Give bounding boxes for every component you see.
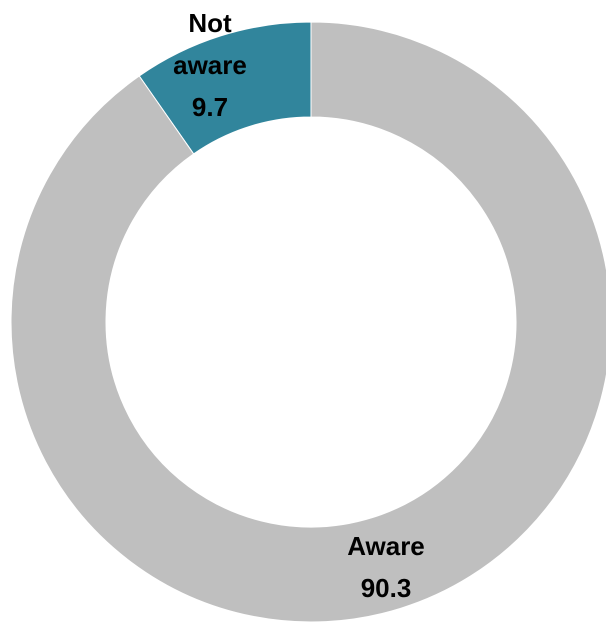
slice-aware [10,21,606,623]
data-label-category: Not [188,8,232,38]
data-label-category: Aware [347,531,425,561]
data-label-value: 90.3 [361,573,412,603]
data-label-category: aware [173,50,247,80]
data-label-value: 9.7 [192,92,228,122]
